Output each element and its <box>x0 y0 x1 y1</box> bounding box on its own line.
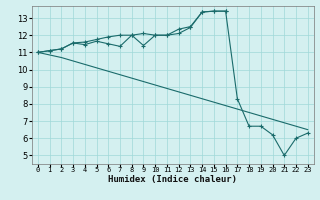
X-axis label: Humidex (Indice chaleur): Humidex (Indice chaleur) <box>108 175 237 184</box>
